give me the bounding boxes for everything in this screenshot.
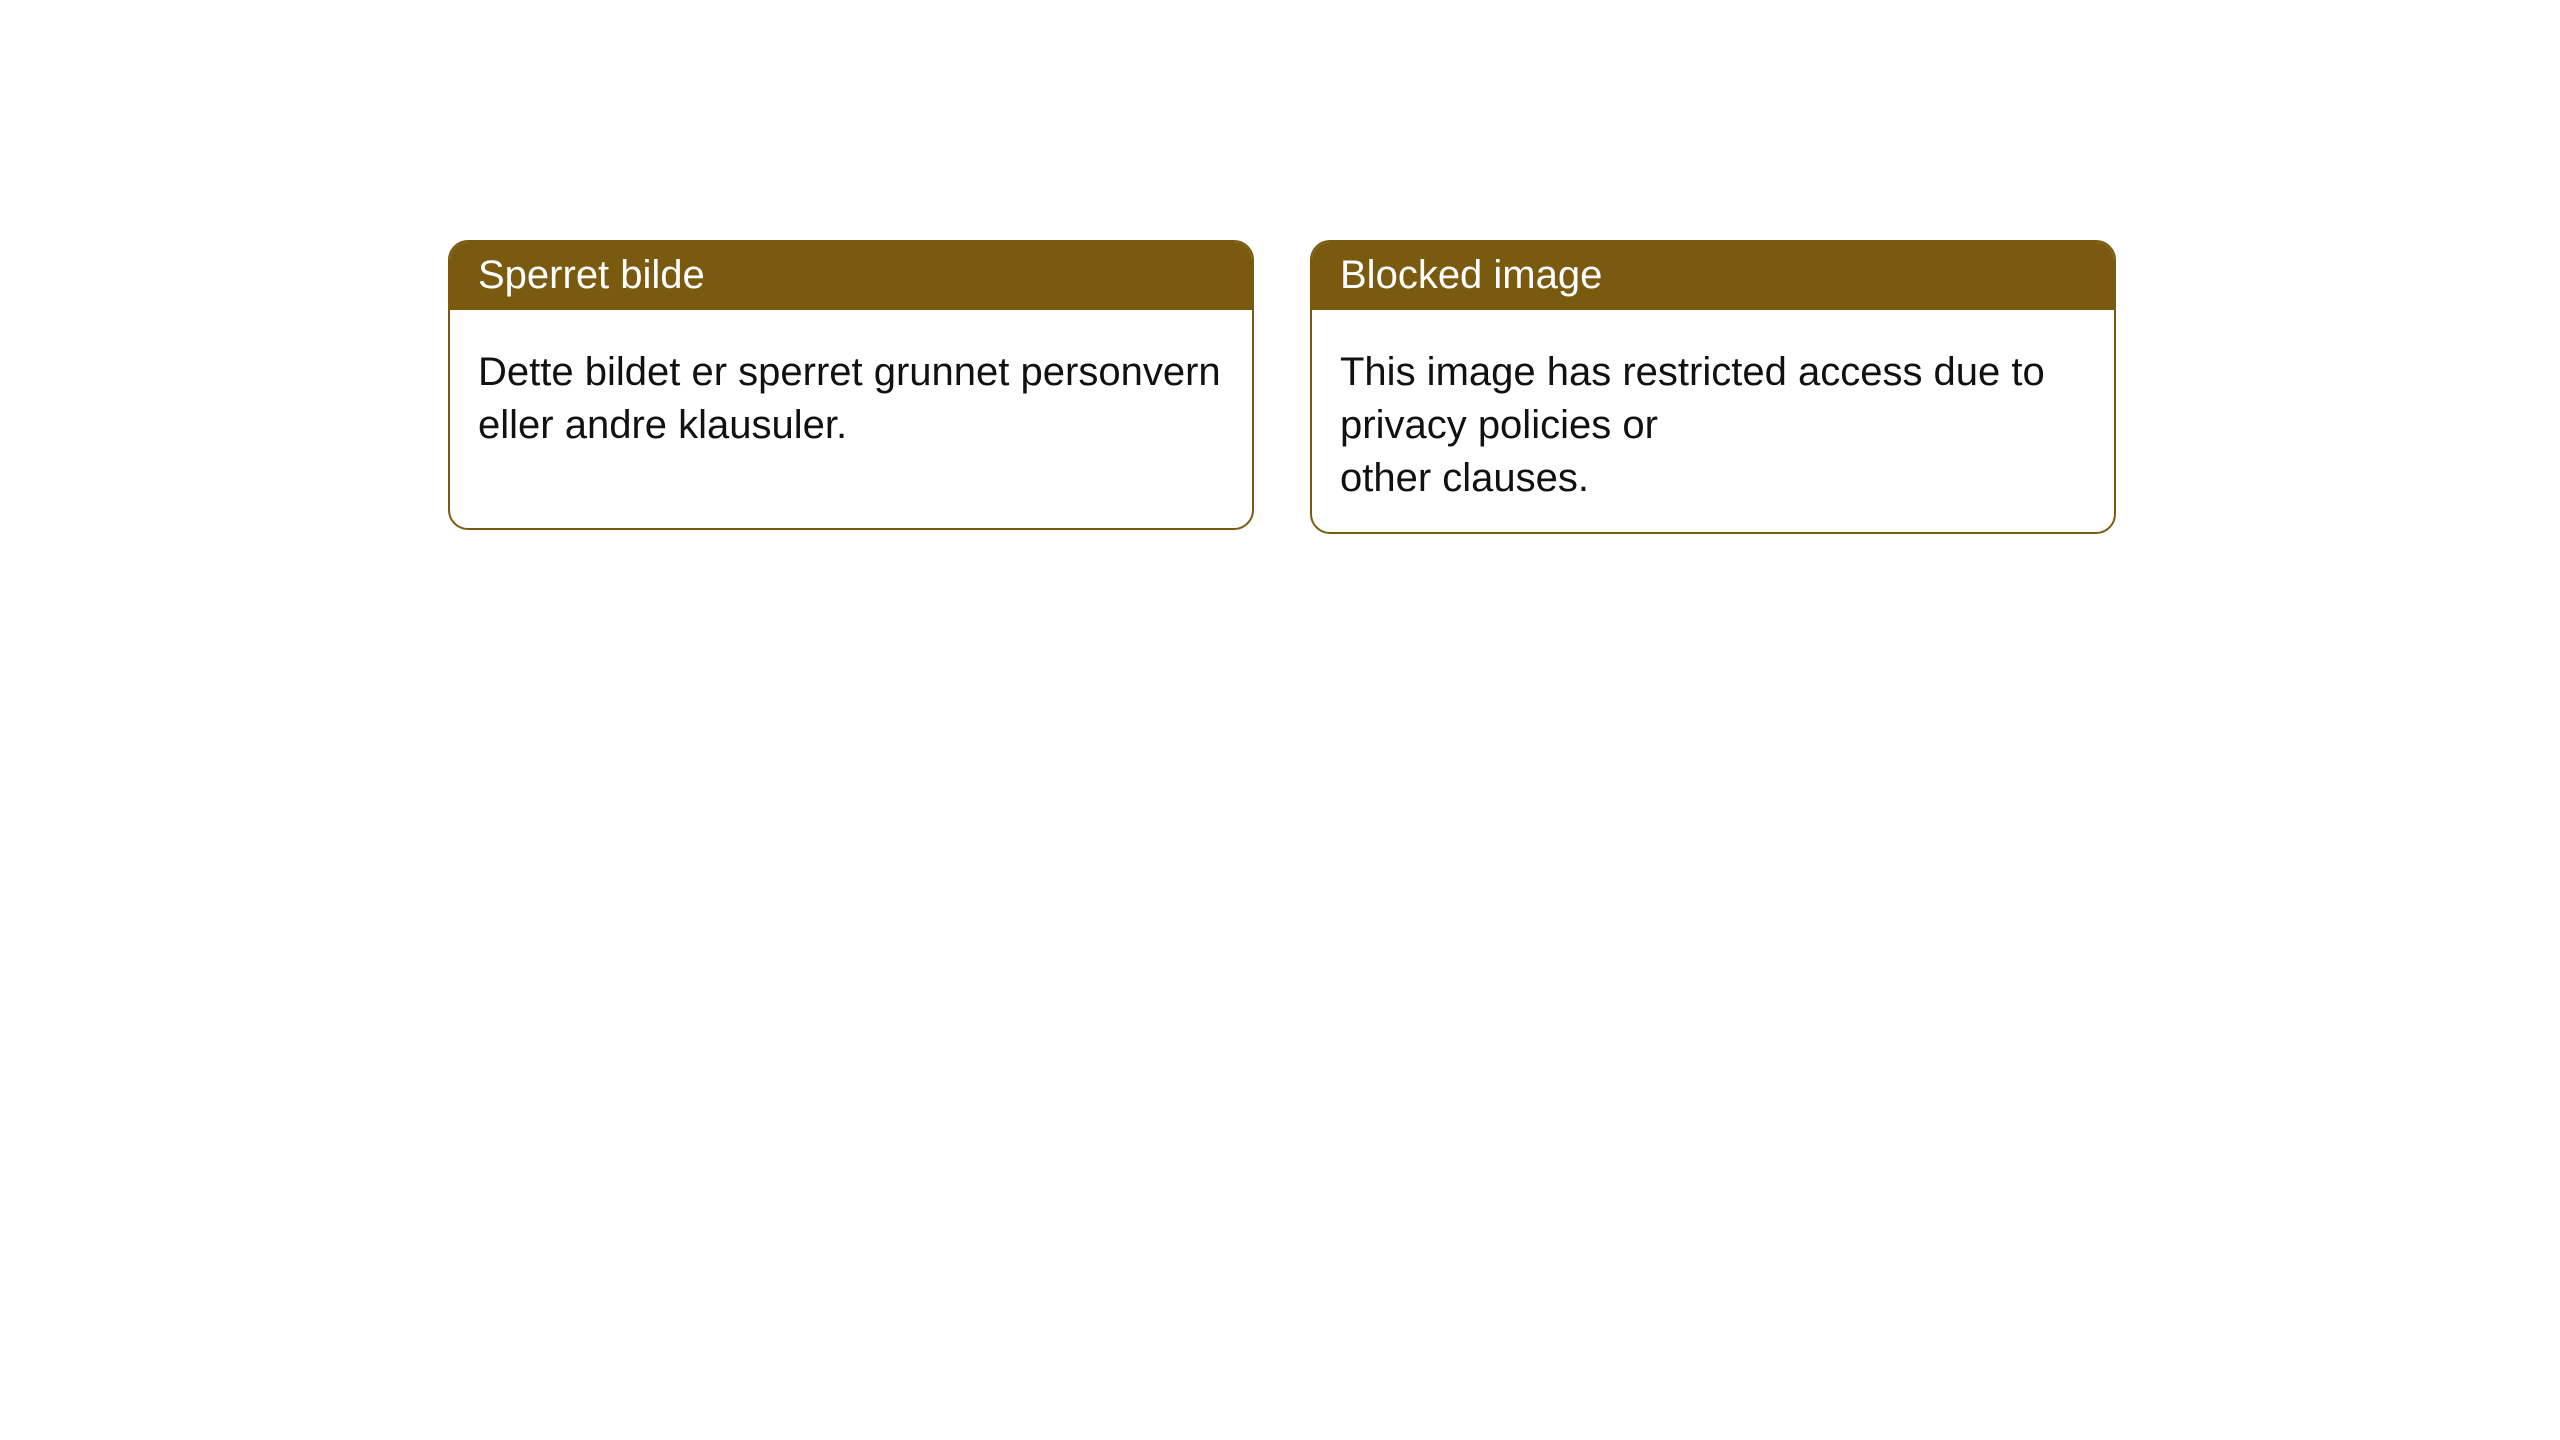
notice-card-title-en: Blocked image xyxy=(1312,242,2114,310)
notice-card-en: Blocked image This image has restricted … xyxy=(1310,240,2116,534)
notice-card-body-no: Dette bildet er sperret grunnet personve… xyxy=(450,310,1252,528)
notice-card-title-no: Sperret bilde xyxy=(450,242,1252,310)
notice-card-body-en: This image has restricted access due to … xyxy=(1312,310,2114,532)
notice-card-no: Sperret bilde Dette bildet er sperret gr… xyxy=(448,240,1254,530)
notice-cards-row: Sperret bilde Dette bildet er sperret gr… xyxy=(0,0,2560,534)
